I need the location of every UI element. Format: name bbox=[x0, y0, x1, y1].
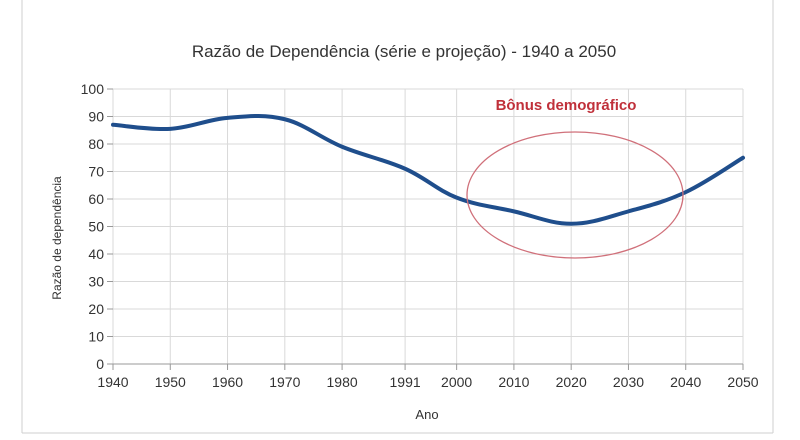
series-line-0 bbox=[111, 113, 745, 226]
y-tick-label: 10 bbox=[88, 329, 104, 345]
y-tick-label: 50 bbox=[88, 219, 104, 235]
y-axis-ticks: 0 10 20 30 40 50 60 70 80 90 100 bbox=[81, 81, 113, 372]
y-tick-label: 20 bbox=[88, 301, 104, 317]
y-tick-label: 30 bbox=[88, 274, 104, 290]
y-axis-label: Razão de dependência bbox=[50, 176, 64, 300]
y-tick-label: 80 bbox=[88, 136, 104, 152]
x-tick-label: 2050 bbox=[727, 374, 758, 390]
bonus-annotation-label: Bônus demográfico bbox=[496, 97, 637, 114]
series-group bbox=[111, 113, 745, 226]
y-tick-label: 100 bbox=[81, 81, 105, 97]
bonus-highlight-ellipse bbox=[466, 131, 684, 259]
x-tick-label: 1970 bbox=[269, 374, 300, 390]
x-tick-label: 2000 bbox=[441, 374, 472, 390]
x-tick-label: 2020 bbox=[556, 374, 587, 390]
x-tick-label: 2040 bbox=[670, 374, 701, 390]
x-axis-label: Ano bbox=[415, 407, 438, 422]
y-tick-label: 40 bbox=[88, 246, 104, 262]
y-tick-label: 90 bbox=[88, 109, 104, 125]
x-tick-label: 2030 bbox=[613, 374, 644, 390]
x-tick-label: 1940 bbox=[97, 374, 128, 390]
gridlines bbox=[112, 88, 744, 364]
x-tick-label: 1950 bbox=[155, 374, 186, 390]
x-tick-label: 1991 bbox=[390, 374, 421, 390]
x-tick-label: 2010 bbox=[498, 374, 529, 390]
y-tick-label: 60 bbox=[88, 191, 104, 207]
chart-title: Razão de Dependência (série e projeção) … bbox=[192, 42, 616, 61]
x-tick-label: 1980 bbox=[327, 374, 358, 390]
x-tick-label: 1960 bbox=[212, 374, 243, 390]
y-tick-label: 0 bbox=[96, 356, 104, 372]
x-axis-ticks: 1940 1950 1960 1970 1980 1991 2000 2010 2020 2030… bbox=[97, 364, 759, 390]
y-tick-label: 70 bbox=[88, 164, 104, 180]
